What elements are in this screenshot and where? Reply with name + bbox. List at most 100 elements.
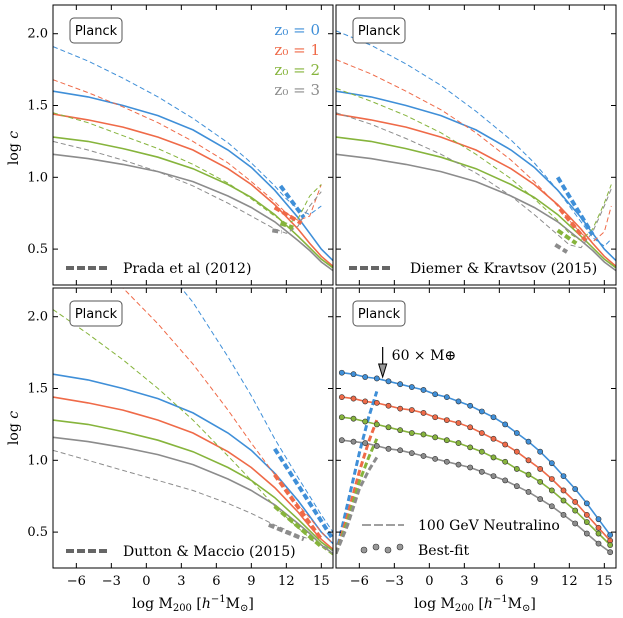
- best-fit-point-z3: [338, 437, 345, 444]
- best-fit-point-z3: [397, 447, 404, 454]
- panel-dutton: −6 −3 0 3 6 9 12 15 0.5 1.0 1.5 2.0 Planck Dutton & M…: [27, 287, 334, 589]
- planck-label: Planck: [358, 307, 401, 322]
- best-fit-point-z2: [572, 507, 579, 514]
- best-fit-point-z2: [385, 424, 392, 431]
- solid-curve-z1: [53, 113, 333, 267]
- best-fit-point-z0: [478, 408, 485, 415]
- best-fit-point-z3: [432, 455, 439, 462]
- dashed-curve-z1: [122, 288, 333, 544]
- solid-curve-z1: [336, 113, 616, 267]
- best-fit-point-z2: [560, 497, 567, 504]
- best-fit-point-z1: [583, 511, 590, 518]
- y-tick-label: 1.0: [27, 170, 48, 185]
- best-fit-point-z1: [432, 414, 439, 421]
- y-tick-label: 0.5: [27, 525, 48, 540]
- best-fit-point-z0: [432, 391, 439, 398]
- best-fit-point-z3: [408, 450, 415, 457]
- y-axis-label-top: log c: [6, 131, 22, 165]
- legend-label-bestfit: Best-fit: [418, 543, 469, 559]
- legend-label: Prada et al (2012): [123, 261, 251, 277]
- best-fit-point-z0: [350, 371, 357, 378]
- y-tick-label: 1.5: [27, 382, 48, 397]
- best-fit-point-z2: [362, 418, 369, 425]
- solid-curve-z3: [336, 153, 616, 272]
- x-tick-label: 6: [495, 574, 503, 589]
- y-tick-label: 2.0: [27, 27, 48, 42]
- legend-swatch-point: [372, 543, 380, 551]
- solid-curve-z3: [53, 436, 333, 555]
- best-fit-point-z0: [362, 374, 369, 380]
- best-fit-point-z1: [548, 476, 555, 482]
- best-fit-point-z1: [373, 399, 380, 406]
- best-fit-point-z2: [350, 415, 357, 422]
- x-tick-label: −6: [350, 574, 369, 589]
- dashed-curve-z0: [180, 288, 333, 533]
- redshift-label-z0: z₀ = 0: [274, 21, 320, 39]
- thick-dashed-z2: [273, 504, 323, 549]
- best-fit-point-z3: [490, 473, 497, 480]
- best-fit-point-z1: [385, 402, 392, 409]
- legend-swatch-point: [396, 543, 404, 551]
- best-fit-point-z1: [502, 441, 509, 448]
- redshift-label-z1: z₀ = 1: [274, 41, 320, 59]
- panel-frame: [52, 4, 334, 286]
- best-fit-point-z3: [595, 540, 602, 547]
- best-fit-point-z0: [595, 516, 602, 523]
- thick-dashed-z0: [278, 184, 306, 219]
- redshift-label-z3: z₀ = 3: [274, 81, 320, 99]
- panel-frame: [335, 287, 617, 569]
- best-fit-point-z2: [502, 458, 509, 465]
- best-fit-point-z1: [408, 407, 415, 413]
- x-tick-label: 12: [561, 574, 578, 589]
- best-fit-point-z1: [490, 435, 497, 442]
- best-fit-point-z2: [408, 430, 415, 436]
- best-fit-point-z2: [373, 421, 380, 428]
- best-fit-point-z3: [467, 464, 474, 471]
- thick-dashed-z3: [268, 523, 305, 542]
- best-fit-point-z0: [467, 402, 474, 409]
- thick-dashed-z3: [271, 228, 283, 234]
- y-tick-label: 1.0: [27, 453, 48, 468]
- best-fit-point-z2: [443, 437, 450, 444]
- redshift-label-z2: z₀ = 2: [274, 61, 320, 79]
- plot-area: [336, 30, 616, 272]
- best-fit-point-z1: [478, 430, 485, 436]
- solid-curve-z3: [53, 153, 333, 272]
- best-fit-point-z0: [490, 414, 497, 421]
- best-fit-point-z0: [548, 460, 555, 467]
- best-fit-point-z1: [443, 417, 450, 424]
- best-fit-point-z1: [455, 420, 462, 426]
- legend-label: Dutton & Maccio (2015): [123, 544, 296, 560]
- fit-curve-z0: [341, 371, 611, 536]
- best-fit-point-z0: [443, 394, 450, 401]
- best-fit-point-z3: [385, 445, 392, 452]
- best-fit-point-z2: [537, 478, 544, 485]
- best-fit-point-z0: [525, 438, 532, 445]
- solid-curve-z2: [336, 136, 616, 269]
- legend-swatch-point: [384, 546, 392, 554]
- x-tick-label: 12: [278, 574, 295, 589]
- thick-dashed-z2: [279, 221, 294, 230]
- best-fit-point-z3: [548, 503, 555, 510]
- best-fit-point-z3: [478, 468, 485, 475]
- y-tick-label: 1.5: [27, 99, 48, 114]
- legend-label-neutralino: 100 GeV Neutralino: [418, 518, 560, 534]
- best-fit-point-z0: [373, 375, 380, 382]
- x-tick-label: 3: [460, 574, 468, 589]
- best-fit-point-z2: [338, 414, 345, 421]
- best-fit-point-z2: [490, 454, 497, 461]
- best-fit-point-z0: [455, 398, 462, 405]
- best-fit-point-z3: [537, 496, 544, 502]
- neutralino-curve-z1: [336, 419, 379, 555]
- x-tick-label: −3: [102, 574, 121, 589]
- x-tick-label: 15: [313, 574, 330, 589]
- x-tick-label: −6: [67, 574, 86, 589]
- plot-area: [53, 46, 333, 272]
- panel-prada: 0.5 1.0 1.5 2.0 Planck Prada et al (2012) z₀ =…: [27, 4, 334, 286]
- planck-box: [352, 300, 406, 327]
- panel-diemer: Planck Diemer & Kravtsov (2015): [335, 4, 617, 286]
- best-fit-point-z0: [560, 473, 567, 480]
- best-fit-point-z2: [397, 427, 404, 434]
- best-fit-point-z1: [513, 448, 520, 455]
- thick-dashed-z1: [273, 473, 323, 541]
